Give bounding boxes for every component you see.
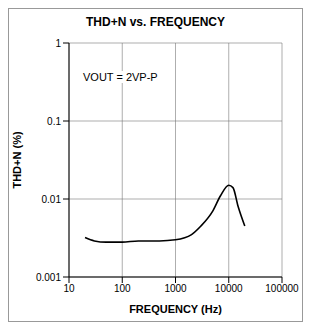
- html-text:THD+N vs. FREQUENCY: THD+N vs. FREQUENCY: [86, 15, 225, 29]
- svg-text:1: 1: [55, 38, 61, 49]
- svg-text:THD+N (%): THD+N (%): [11, 131, 23, 188]
- html-text:VOUT = 2VP-P: VOUT = 2VP-P: [83, 71, 158, 83]
- svg-text:1000: 1000: [164, 283, 187, 294]
- svg-text:100: 100: [114, 283, 131, 294]
- svg-text:0.1: 0.1: [47, 116, 61, 127]
- svg-text:FREQUENCY (Hz): FREQUENCY (Hz): [129, 303, 222, 315]
- svg-text:100000: 100000: [265, 283, 299, 294]
- svg-text:10: 10: [63, 283, 75, 294]
- svg-text:0.001: 0.001: [36, 272, 61, 283]
- svg-text:10000: 10000: [215, 283, 243, 294]
- svg-text:0.01: 0.01: [42, 194, 62, 205]
